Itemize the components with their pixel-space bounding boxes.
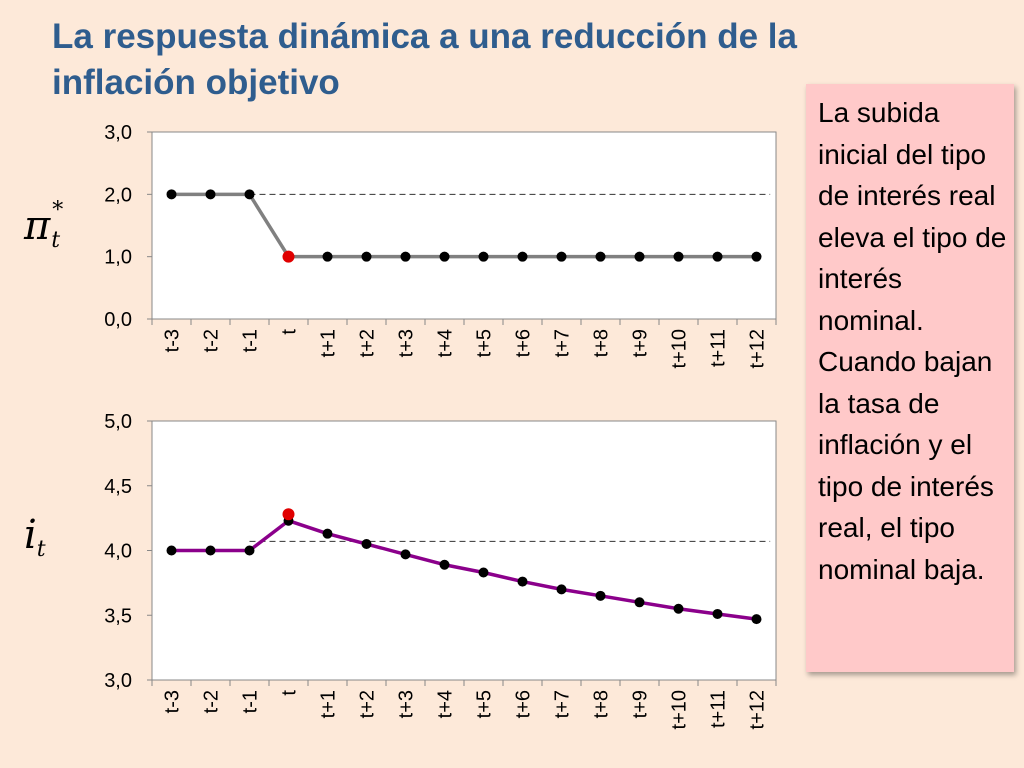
nominal-rate-xtick-label: t+10 (669, 690, 691, 729)
nominal-rate-data-point (322, 528, 333, 539)
nominal-rate-xtick-label: t-2 (201, 690, 223, 713)
inflation-target-data-point (361, 251, 372, 262)
inflation-target-ytick-label: 0,0 (104, 309, 132, 331)
inflation-target-xtick-label: t+2 (357, 329, 379, 357)
inflation-target-xtick-label: t+5 (474, 329, 496, 357)
inflation-target-xtick-label: t+9 (630, 329, 652, 357)
nominal-rate-data-point (556, 584, 567, 595)
nominal-rate-xtick-label: t+5 (474, 690, 496, 718)
inflation-target-xtick-label: t+1 (318, 329, 340, 357)
inflation-target-xtick-label: t+8 (591, 329, 613, 357)
nominal-rate-data-point (751, 614, 762, 625)
inflation-target-series-line (171, 192, 757, 259)
inflation-target-xtick-label: t-2 (201, 329, 223, 352)
nominal-rate-data-point (712, 608, 723, 619)
inflation-target-xtick-label: t+10 (669, 329, 691, 368)
nominal-rate-data-point (439, 559, 450, 570)
inflation-target-data-point (517, 251, 528, 262)
inflation-target-xtick-label: t+6 (513, 329, 535, 357)
inflation-target-data-point (478, 251, 489, 262)
inflation-target-ytick-label: 2,0 (104, 184, 132, 206)
explanation-callout: La subida inicial del tipo de interés re… (806, 84, 1014, 672)
inflation-target-xtick-label: t+3 (396, 329, 418, 357)
nominal-rate-xtick-label: t (279, 690, 301, 696)
callout-text: La subida inicial del tipo de interés re… (818, 97, 1007, 585)
inflation-target-highlight-point (282, 250, 295, 263)
nominal-rate-xtick-label: t+12 (747, 690, 769, 729)
inflation-target-xtick-label: t+7 (552, 329, 574, 357)
inflation-target-plot: 0,0 1,0 2,0 3,0 t-3 t-2 t-1 t t+1 t+2 t+3 t+4 t+5 t+6… (104, 122, 777, 368)
nominal-rate-data-point (166, 545, 177, 556)
inflation-target-xtick-label: t+11 (708, 329, 730, 367)
nominal-rate-data-point (478, 567, 489, 578)
nominal-rate-xtick-label: t+7 (552, 690, 574, 718)
nominal-rate-data-point (634, 597, 645, 608)
nominal-rate-xtick-label: t+11 (708, 690, 730, 728)
nominal-rate-data-point (517, 576, 528, 587)
inflation-target-plot-area (151, 131, 777, 320)
inflation-target-data-point (595, 251, 606, 262)
inflation-target-data-point (439, 251, 450, 262)
nominal-rate-data-point (400, 549, 411, 560)
slide-title: La respuesta dinámica a una reducción de… (52, 17, 797, 102)
nominal-rate-xtick-label: t+9 (630, 690, 652, 718)
inflation-target-data-point (400, 251, 411, 262)
nominal-rate-data-point (361, 539, 372, 550)
nominal-rate-xtick-label: t+8 (591, 690, 613, 718)
inflation-target-data-point (244, 189, 255, 200)
inflation-target-xtick-label: t-1 (240, 329, 262, 352)
nominal-rate-ytick-label: 3,5 (104, 605, 132, 627)
nominal-rate-data-point (595, 590, 606, 601)
inflation-target-data-point (166, 189, 177, 200)
inflation-target-data-point (673, 251, 684, 262)
inflation-target-data-point (634, 251, 645, 262)
nominal-rate-xtick-label: t-3 (162, 690, 184, 713)
inflation-target-ytick-label: 3,0 (104, 122, 132, 144)
nominal-rate-ytick-label: 4,5 (104, 476, 132, 498)
nominal-rate-ytick-label: 4,0 (104, 541, 132, 563)
inflation-target-xtick-label: t-3 (162, 329, 184, 352)
inflation-target-data-point (205, 189, 216, 200)
nominal-rate-xtick-label: t+6 (513, 690, 535, 718)
nominal-rate-series-line (171, 518, 757, 621)
nominal-rate-axis-label: it (24, 512, 46, 562)
inflation-target-axis-label: π*t (24, 198, 64, 253)
nominal-rate-xtick-label: t+2 (357, 690, 379, 718)
inflation-target-data-point (712, 251, 723, 262)
nominal-rate-data-point (205, 545, 216, 556)
inflation-target-data-point (751, 251, 762, 262)
inflation-target-xtick-label: t (279, 329, 301, 335)
inflation-target-data-point (556, 251, 567, 262)
inflation-target-xtick-label: t+12 (747, 329, 769, 368)
nominal-rate-plot-area (151, 420, 777, 681)
nominal-rate-xtick-label: t-1 (240, 690, 262, 713)
nominal-rate-ytick-label: 5,0 (104, 411, 132, 433)
inflation-target-xtick-label: t+4 (435, 329, 457, 357)
inflation-target-chart: π*t 0,0 1,0 2,0 3,0 t-3 t-2 t-1 t t+1 t+2 t+3 t+4 t+… (0, 110, 800, 390)
nominal-rate-data-point (673, 603, 684, 614)
nominal-rate-chart: it 3,0 3,5 4,0 4,5 5,0 t-3 t-2 t-1 t t+1 t+2 t+3 t+4… (0, 400, 800, 760)
nominal-rate-xtick-label: t+4 (435, 690, 457, 718)
inflation-target-ytick-label: 1,0 (104, 247, 132, 269)
nominal-rate-xtick-label: t+3 (396, 690, 418, 718)
nominal-rate-data-point (244, 545, 255, 556)
nominal-rate-plot: 3,0 3,5 4,0 4,5 5,0 t-3 t-2 t-1 t t+1 t+2 t+3 t+4 t+5… (104, 411, 777, 729)
nominal-rate-ytick-label: 3,0 (104, 670, 132, 692)
nominal-rate-highlight-point (282, 508, 295, 521)
inflation-target-data-point (322, 251, 333, 262)
nominal-rate-xtick-label: t+1 (318, 690, 340, 718)
